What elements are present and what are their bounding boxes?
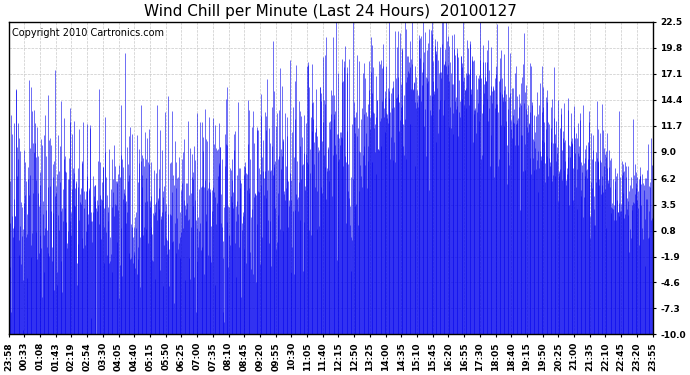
Title: Wind Chill per Minute (Last 24 Hours)  20100127: Wind Chill per Minute (Last 24 Hours) 20… bbox=[144, 4, 517, 19]
Text: Copyright 2010 Cartronics.com: Copyright 2010 Cartronics.com bbox=[12, 28, 164, 38]
